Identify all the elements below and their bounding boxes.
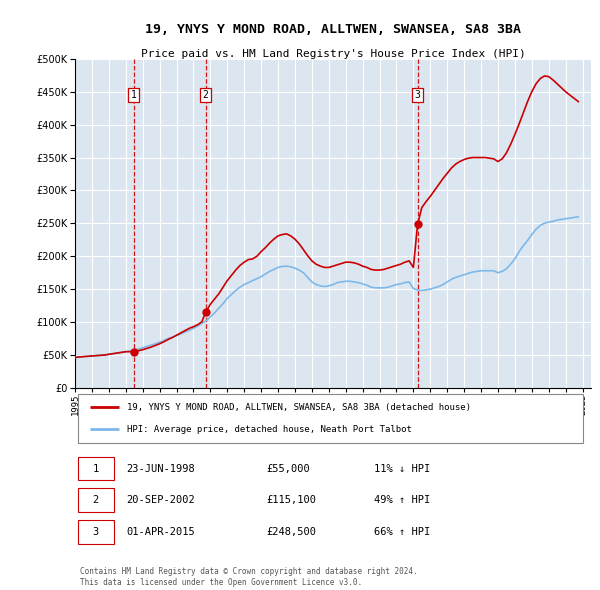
FancyBboxPatch shape bbox=[77, 489, 114, 512]
Text: 49% ↑ HPI: 49% ↑ HPI bbox=[374, 496, 431, 506]
Text: 3: 3 bbox=[415, 90, 421, 100]
FancyBboxPatch shape bbox=[77, 394, 583, 442]
Text: £55,000: £55,000 bbox=[266, 464, 310, 474]
Text: 01-APR-2015: 01-APR-2015 bbox=[127, 527, 196, 537]
Text: 3: 3 bbox=[92, 527, 99, 537]
Text: £248,500: £248,500 bbox=[266, 527, 316, 537]
FancyBboxPatch shape bbox=[77, 457, 114, 480]
Text: 19, YNYS Y MOND ROAD, ALLTWEN, SWANSEA, SA8 3BA (detached house): 19, YNYS Y MOND ROAD, ALLTWEN, SWANSEA, … bbox=[127, 403, 470, 412]
Text: 20-SEP-2002: 20-SEP-2002 bbox=[127, 496, 196, 506]
Text: 19, YNYS Y MOND ROAD, ALLTWEN, SWANSEA, SA8 3BA: 19, YNYS Y MOND ROAD, ALLTWEN, SWANSEA, … bbox=[145, 22, 521, 35]
Text: £115,100: £115,100 bbox=[266, 496, 316, 506]
Text: 1: 1 bbox=[131, 90, 137, 100]
Text: 66% ↑ HPI: 66% ↑ HPI bbox=[374, 527, 431, 537]
Text: HPI: Average price, detached house, Neath Port Talbot: HPI: Average price, detached house, Neat… bbox=[127, 425, 412, 434]
FancyBboxPatch shape bbox=[77, 520, 114, 544]
Text: 1: 1 bbox=[92, 464, 99, 474]
Text: Price paid vs. HM Land Registry's House Price Index (HPI): Price paid vs. HM Land Registry's House … bbox=[140, 49, 526, 59]
Text: 2: 2 bbox=[203, 90, 209, 100]
Text: 2: 2 bbox=[92, 496, 99, 506]
Text: 23-JUN-1998: 23-JUN-1998 bbox=[127, 464, 196, 474]
Text: Contains HM Land Registry data © Crown copyright and database right 2024.
This d: Contains HM Land Registry data © Crown c… bbox=[80, 567, 418, 586]
Text: 11% ↓ HPI: 11% ↓ HPI bbox=[374, 464, 431, 474]
